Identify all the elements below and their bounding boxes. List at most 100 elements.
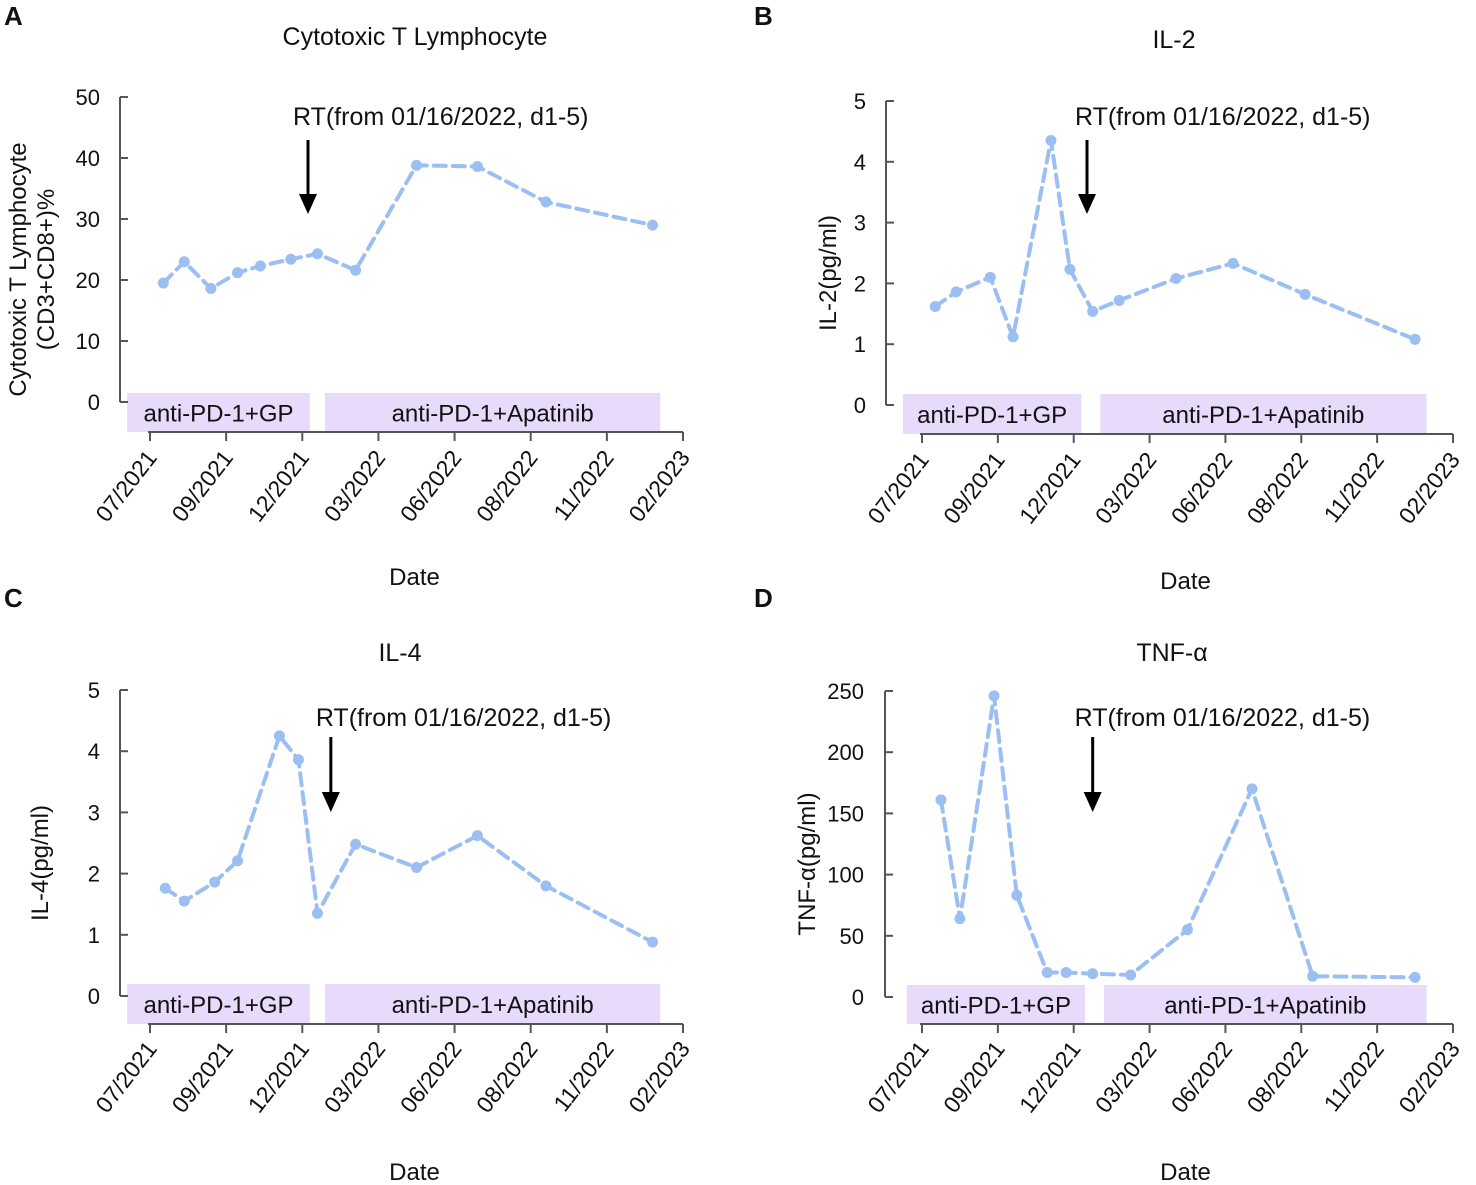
x-tick-label: 02/2023: [1393, 447, 1465, 529]
y-tick-label: 40: [76, 146, 100, 171]
y-tick-label: 0: [852, 985, 864, 1010]
treatment-band-label: anti-PD-1+GP: [917, 402, 1067, 429]
rt-arrow-head: [321, 792, 340, 812]
series-line: [938, 695, 1418, 980]
data-point: [1182, 924, 1193, 936]
data-point: [411, 159, 422, 171]
data-point: [292, 754, 304, 766]
data-point: [1227, 257, 1239, 269]
data-point: [950, 286, 962, 298]
data-point: [312, 248, 324, 260]
x-tick-label: 11/2022: [548, 445, 619, 525]
x-axis-label: Date: [1160, 568, 1211, 595]
data-point: [209, 876, 221, 888]
treatment-band-label: anti-PD-1+GP: [143, 992, 293, 1019]
treatment-band-label: anti-PD-1+Apatinib: [392, 992, 594, 1019]
y-tick-label: 10: [76, 329, 100, 354]
x-tick-label: 06/2022: [395, 1036, 467, 1118]
data-point: [647, 936, 659, 948]
y-tick-label: 5: [854, 89, 866, 114]
x-tick-label: 02/2023: [1393, 1036, 1465, 1118]
y-tick-label: 30: [76, 207, 100, 232]
data-point: [471, 161, 483, 173]
x-tick-label: 08/2022: [1242, 1036, 1314, 1118]
treatment-band-label: anti-PD-1+Apatinib: [392, 401, 594, 428]
y-tick-label: 2: [854, 271, 866, 296]
data-point: [350, 838, 362, 850]
rt-annotation: RT(from 01/16/2022, d1-5): [316, 704, 612, 732]
x-tick-label: 03/2022: [319, 1036, 391, 1118]
x-tick-label: 11/2022: [548, 1036, 619, 1116]
treatment-band: [127, 984, 310, 1024]
y-tick-label: 50: [840, 924, 864, 949]
y-tick-label: 0: [854, 393, 866, 418]
data-point: [1087, 968, 1099, 980]
x-tick-label: 08/2022: [471, 1036, 543, 1118]
rt-annotation: RT(from 01/16/2022, d1-5): [293, 103, 589, 131]
treatment-band-label: anti-PD-1+GP: [143, 401, 293, 428]
treatment-band: [1100, 394, 1427, 434]
x-tick-label: 09/2021: [166, 1036, 238, 1118]
data-point: [1060, 967, 1072, 979]
rt-arrow-head: [1083, 792, 1102, 812]
x-tick-label: 08/2022: [1242, 447, 1314, 529]
x-tick-label: 12/2021: [1014, 1036, 1086, 1118]
treatment-band: [906, 985, 1086, 1024]
panel-c: C IL-4 anti-PD-1+GP anti-PD-1+Apatinib 0 1 2 3 4…: [4, 583, 695, 1185]
x-tick-label: 12/2021: [243, 445, 315, 527]
y-axis-label-line: (CD3+CD8+)%: [33, 189, 60, 350]
y-axis-label-line: TNF-α(pg/ml): [794, 792, 821, 935]
x-tick-label: 06/2022: [1166, 1036, 1238, 1118]
y-axis-label-line: IL-2(pg/ml): [815, 215, 842, 331]
y-tick-label: 3: [88, 800, 100, 825]
data-point: [157, 277, 169, 289]
y-tick-label: 20: [76, 268, 100, 293]
data-point: [254, 260, 266, 272]
data-point: [1087, 305, 1099, 317]
data-point: [1041, 967, 1053, 979]
treatment-band: [1104, 985, 1427, 1024]
y-tick-label: 5: [88, 678, 100, 703]
panel-letter: A: [4, 1, 23, 31]
x-tick-label: 07/2021: [90, 1036, 162, 1118]
data-point: [178, 895, 190, 907]
data-point: [988, 690, 1000, 702]
y-tick-label: 0: [88, 984, 100, 1009]
y-tick-label: 4: [88, 739, 100, 764]
y-axis-label: Cytotoxic T Lymphocyte(CD3+CD8+)%: [5, 142, 60, 396]
panel-letter: C: [4, 583, 23, 613]
data-point: [350, 264, 362, 276]
data-point: [1246, 783, 1258, 795]
rt-annotation: RT(from 01/16/2022, d1-5): [1075, 704, 1371, 732]
y-tick-label: 2: [88, 862, 100, 887]
treatment-band: [903, 394, 1082, 434]
data-point: [1064, 263, 1076, 275]
series-line: [933, 140, 1418, 345]
x-tick-label: 09/2021: [938, 1036, 1010, 1118]
treatment-band-label: anti-PD-1+Apatinib: [1164, 993, 1366, 1020]
panel-letter: B: [754, 1, 773, 31]
panel-d: D TNF-α anti-PD-1+GP anti-PD-1+Apatinib 0 50 1…: [754, 583, 1465, 1185]
chart-title: TNF-α: [1136, 639, 1207, 667]
data-point: [1409, 971, 1421, 983]
data-point: [1011, 889, 1023, 901]
x-tick-label: 06/2022: [395, 445, 467, 527]
y-tick-label: 3: [854, 211, 866, 236]
y-axis-label-line: IL-4(pg/ml): [27, 805, 54, 921]
y-tick-label: 0: [88, 390, 100, 415]
x-tick-label: 11/2022: [1318, 447, 1389, 527]
panel-a: A Cytotoxic T Lymphocyte anti-PD-1+GP anti-…: [4, 1, 695, 591]
x-tick-label: 08/2022: [471, 445, 543, 527]
treatment-band-label: anti-PD-1+Apatinib: [1162, 402, 1364, 429]
y-tick-label: 200: [827, 740, 864, 765]
x-tick-label: 09/2021: [938, 447, 1010, 529]
x-tick-label: 07/2021: [862, 447, 934, 529]
rt-annotation: RT(from 01/16/2022, d1-5): [1075, 103, 1371, 131]
x-tick-label: 03/2022: [319, 445, 391, 527]
data-point: [411, 861, 422, 873]
treatment-band: [325, 984, 661, 1024]
data-point: [232, 855, 244, 867]
x-tick-label: 03/2022: [1090, 1036, 1162, 1118]
y-axis-label-line: Cytotoxic T Lymphocyte: [5, 142, 32, 396]
